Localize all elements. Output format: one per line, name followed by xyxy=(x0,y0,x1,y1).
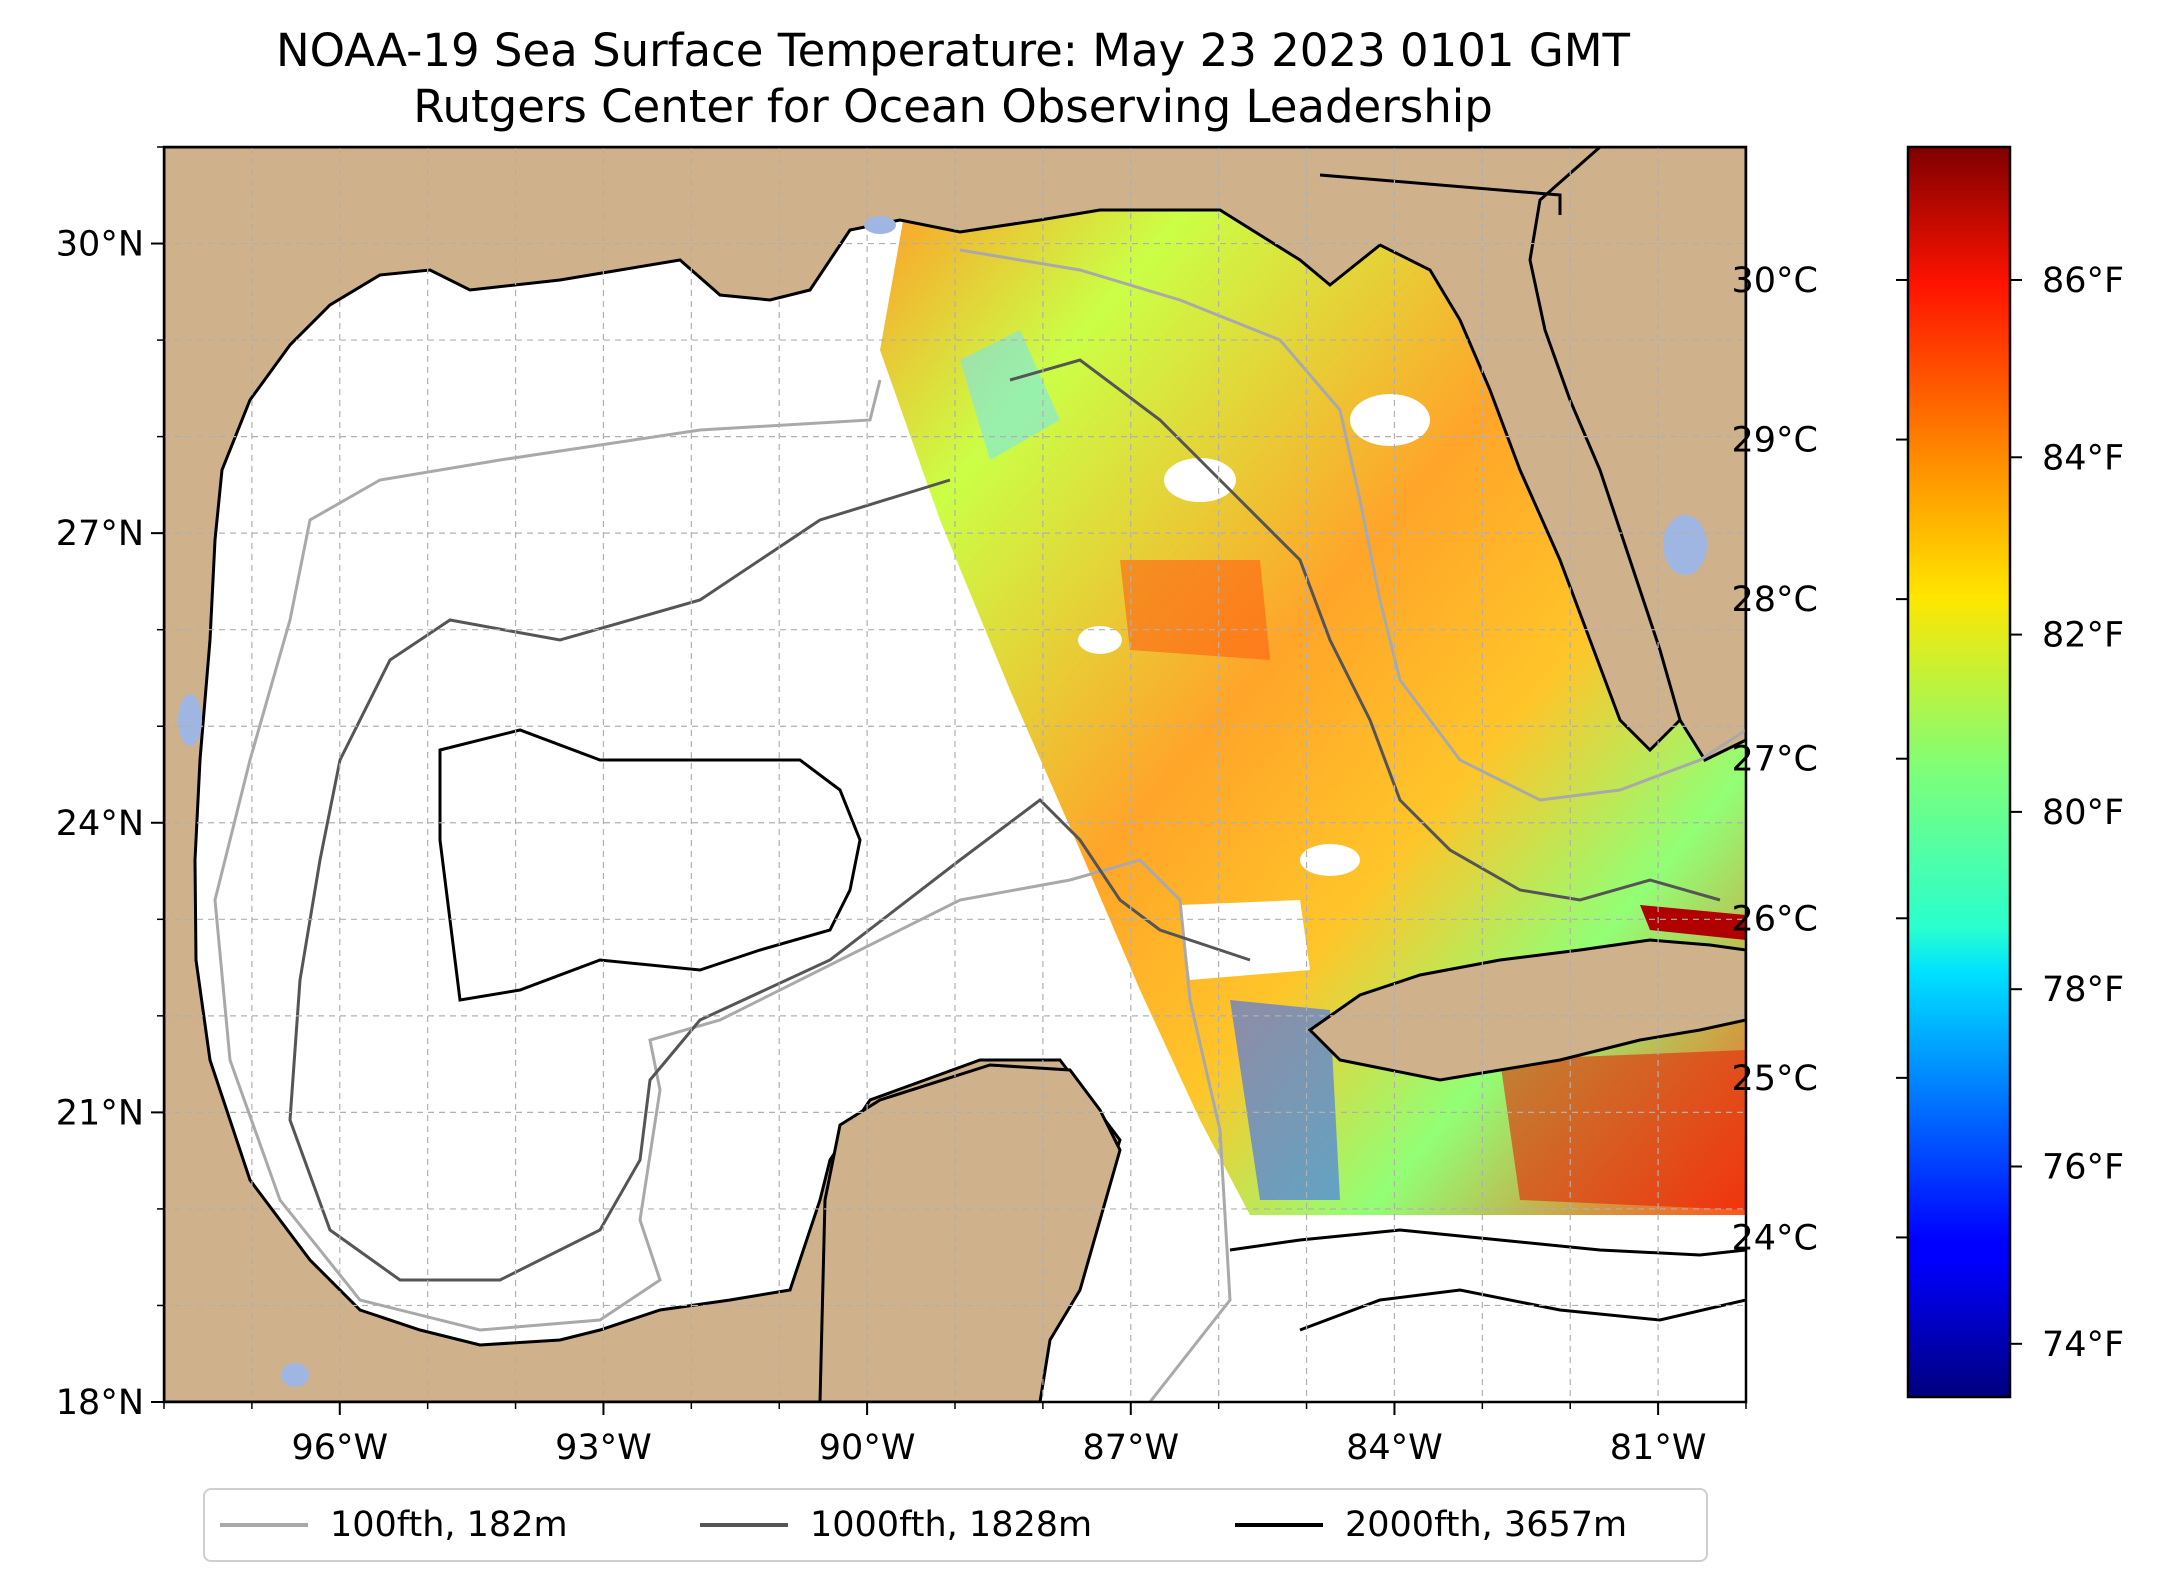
cool-patch xyxy=(1230,1000,1340,1200)
contour-1000fth xyxy=(288,478,1251,1282)
legend-label: 1000fth, 1828m xyxy=(810,1505,1093,1545)
cool-patch xyxy=(960,330,1060,460)
warm-patch xyxy=(1500,1050,1746,1210)
lake-okeechobee xyxy=(1663,515,1707,575)
warm-patch xyxy=(1640,905,1746,940)
colorbar-f-label: 86°F xyxy=(2042,261,2124,301)
lake xyxy=(178,694,202,746)
lon-tick-label: 84°W xyxy=(1346,1428,1443,1468)
cloud-gap xyxy=(1164,458,1236,502)
lon-tick-label: 93°W xyxy=(555,1428,652,1468)
colorbar-ticks: 86°F 84°F 82°F 80°F 78°F 76°F 74°F 30°C 29°C 28°C… xyxy=(1732,261,2125,1365)
cloud-gap xyxy=(1350,394,1430,446)
contour-1000fth xyxy=(1009,358,1721,902)
colorbar-c-label: 29°C xyxy=(1732,421,1818,461)
cloud-gap xyxy=(1078,626,1122,654)
legend-swatch-1000fth xyxy=(700,1523,788,1527)
warm-patch xyxy=(1120,560,1270,660)
legend-swatch-100fth xyxy=(220,1523,308,1527)
colorbar-f-label: 74°F xyxy=(2042,1325,2124,1365)
lat-tick-label: 21°N xyxy=(56,1093,144,1133)
legend-item-100fth: 100fth, 182m xyxy=(220,1490,568,1560)
land-yucatan xyxy=(818,1063,1122,1402)
land-florida xyxy=(1528,147,1746,762)
chart-title: NOAA-19 Sea Surface Temperature: May 23 … xyxy=(275,24,1631,77)
cloud-gap xyxy=(1300,844,1360,876)
lon-tick-label: 81°W xyxy=(1610,1428,1707,1468)
legend-item-1000fth: 1000fth, 1828m xyxy=(700,1490,1092,1560)
colorbar-c-label: 27°C xyxy=(1732,740,1818,780)
contour-100fth xyxy=(959,248,1746,802)
lat-tick-label: 24°N xyxy=(56,804,144,844)
colorbar-c-label: 24°C xyxy=(1732,1218,1818,1258)
colorbar-f-label: 82°F xyxy=(2042,616,2124,656)
contour-100fth xyxy=(213,379,1232,1402)
colorbar-c-label: 25°C xyxy=(1732,1059,1818,1099)
legend: 100fth, 182m 1000fth, 1828m 2000fth, 365… xyxy=(203,1488,1708,1562)
legend-label: 2000fth, 3657m xyxy=(1345,1505,1628,1545)
colorbar-f-label: 76°F xyxy=(2042,1148,2124,1188)
cloud-gap xyxy=(1180,900,1310,980)
colorbar-f-label: 80°F xyxy=(2042,793,2124,833)
lake xyxy=(864,216,896,234)
lat-tick-label: 27°N xyxy=(56,514,144,554)
contour-2000fth xyxy=(438,728,862,1002)
lat-tick-label: 30°N xyxy=(56,225,144,265)
colorbar xyxy=(1906,145,2012,1399)
colorbar-c-label: 28°C xyxy=(1732,580,1818,620)
colorbar-f-label: 78°F xyxy=(2042,970,2124,1010)
lon-tick-label: 96°W xyxy=(291,1428,388,1468)
lon-tick-label: 90°W xyxy=(819,1428,916,1468)
land-cuba xyxy=(1307,938,1746,1082)
lake xyxy=(281,1363,309,1387)
lat-tick-label: 18°N xyxy=(56,1383,144,1423)
colorbar-f-label: 84°F xyxy=(2042,438,2124,478)
colorbar-c-label: 30°C xyxy=(1732,261,1818,301)
chart-subtitle: Rutgers Center for Ocean Observing Leade… xyxy=(413,80,1493,133)
legend-item-2000fth: 2000fth, 3657m xyxy=(1235,1490,1627,1560)
colorbar-c-label: 26°C xyxy=(1732,899,1818,939)
lon-tick-label: 87°W xyxy=(1082,1428,1179,1468)
contour-2000fth xyxy=(1229,1228,1746,1257)
legend-swatch-2000fth xyxy=(1235,1523,1323,1527)
axes: 96°W 93°W 90°W 87°W 84°W 81°W 30°N 27°N 24°N 21°N… xyxy=(56,146,1747,1468)
state-boundary xyxy=(1319,173,1562,215)
legend-label: 100fth, 182m xyxy=(330,1505,568,1545)
